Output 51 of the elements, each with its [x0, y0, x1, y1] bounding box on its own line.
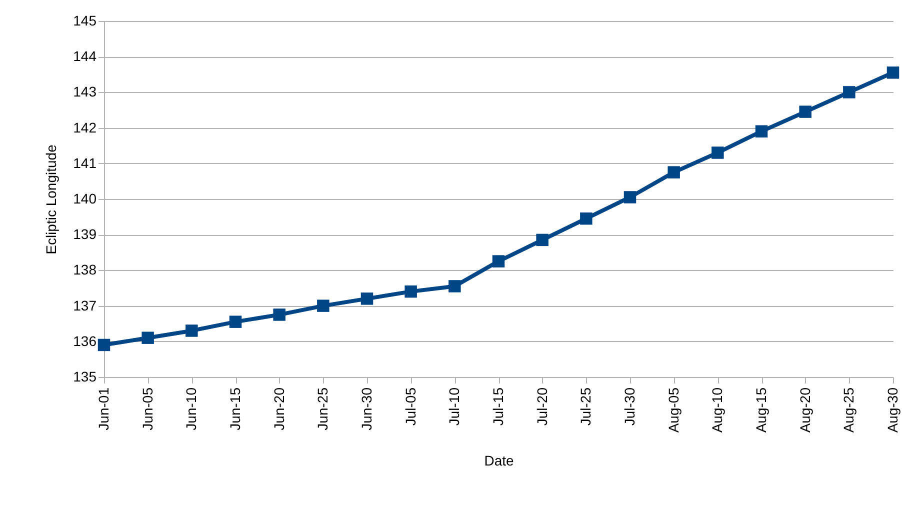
- point: [668, 166, 680, 178]
- y-tick-label: 142: [73, 119, 97, 136]
- x-tick-label: Aug-15: [753, 387, 769, 433]
- point: [843, 86, 856, 98]
- y-tick-label: 135: [73, 368, 97, 384]
- y-tick-label: 141: [73, 154, 97, 171]
- point: [799, 106, 812, 118]
- x-tick-label: Jun-01: [96, 387, 112, 430]
- y-tick-label: 138: [73, 262, 97, 278]
- x-tick-label: Jul-05: [402, 387, 418, 426]
- x-tick-label: Jul-25: [578, 387, 594, 426]
- point: [98, 338, 110, 352]
- x-tick-label: Jul-20: [534, 387, 550, 426]
- y-axis-title: Ecliptic Longitude: [43, 144, 60, 254]
- y-tick-label: 143: [73, 84, 97, 100]
- x-tick-label: Jul-10: [446, 387, 462, 426]
- x-tick-label: Jun-20: [270, 387, 287, 430]
- point: [360, 292, 374, 305]
- point: [624, 191, 636, 204]
- x-tick-label: Jun-15: [227, 387, 243, 430]
- point: [317, 300, 330, 312]
- point: [536, 234, 548, 246]
- y-tick-label: 136: [73, 332, 97, 349]
- point: [186, 324, 198, 337]
- point: [448, 280, 461, 292]
- x-tick-label: Jul-30: [622, 387, 638, 426]
- point: [404, 285, 417, 298]
- x-tick-label: Jun-10: [183, 387, 200, 430]
- x-tick-label: Aug-05: [665, 387, 682, 433]
- point: [273, 308, 286, 321]
- y-tick-label: 144: [73, 48, 97, 64]
- point: [712, 146, 724, 159]
- x-tick-label: Jun-25: [314, 387, 331, 430]
- y-tick-label: 145: [73, 12, 97, 28]
- point: [580, 212, 592, 225]
- x-tick-label: Jun-05: [139, 387, 156, 430]
- point: [492, 255, 505, 268]
- y-tick-label: 137: [73, 297, 97, 314]
- x-tick-label: Aug-30: [884, 387, 900, 433]
- point: [142, 332, 154, 344]
- point: [229, 316, 242, 328]
- x-tick-label: Jun-30: [358, 387, 374, 430]
- x-tick-label: Aug-10: [709, 387, 726, 433]
- x-tick-label: Jul-15: [490, 387, 506, 426]
- y-tick-label: 139: [73, 226, 97, 242]
- x-tick-label: Aug-20: [796, 387, 813, 433]
- y-tick-label: 140: [73, 190, 97, 206]
- x-tick-label: Aug-25: [840, 387, 857, 433]
- point: [755, 125, 768, 138]
- point: [886, 66, 900, 79]
- x-axis-title: Date: [484, 452, 514, 469]
